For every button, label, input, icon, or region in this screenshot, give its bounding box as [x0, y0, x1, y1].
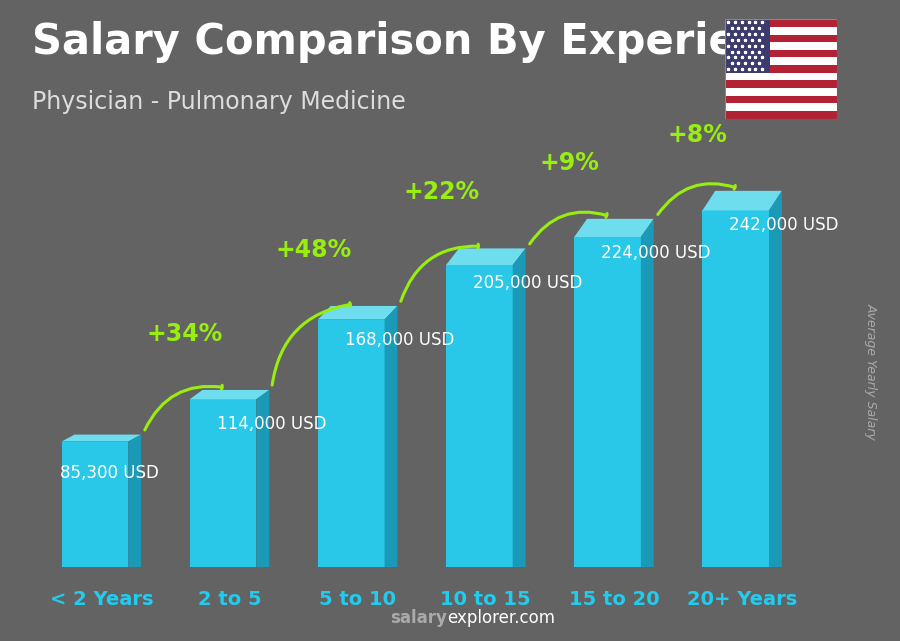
- Bar: [724, 96, 837, 103]
- Text: explorer.com: explorer.com: [447, 609, 555, 627]
- Polygon shape: [318, 320, 384, 567]
- Text: 205,000 USD: 205,000 USD: [473, 274, 582, 292]
- Bar: [724, 111, 837, 119]
- Polygon shape: [61, 435, 141, 442]
- Text: 5 to 10: 5 to 10: [320, 590, 396, 610]
- Text: 224,000 USD: 224,000 USD: [601, 244, 711, 262]
- Text: 242,000 USD: 242,000 USD: [729, 216, 839, 234]
- Bar: [724, 19, 770, 72]
- Text: 85,300 USD: 85,300 USD: [60, 464, 159, 482]
- Text: 10 to 15: 10 to 15: [440, 590, 531, 610]
- Bar: [724, 103, 837, 111]
- Bar: [724, 35, 837, 42]
- Text: Salary Comparison By Experience: Salary Comparison By Experience: [32, 21, 819, 63]
- Polygon shape: [641, 219, 653, 567]
- Polygon shape: [128, 435, 141, 567]
- Text: +8%: +8%: [668, 122, 727, 147]
- Bar: [724, 88, 837, 96]
- Text: 2 to 5: 2 to 5: [198, 590, 261, 610]
- Text: 114,000 USD: 114,000 USD: [217, 415, 326, 433]
- Text: < 2 Years: < 2 Years: [50, 590, 153, 610]
- Polygon shape: [574, 219, 653, 237]
- Text: +48%: +48%: [275, 238, 351, 262]
- Polygon shape: [574, 237, 641, 567]
- Polygon shape: [256, 390, 269, 567]
- Polygon shape: [769, 191, 782, 567]
- Text: 15 to 20: 15 to 20: [569, 590, 660, 610]
- Text: 168,000 USD: 168,000 USD: [345, 331, 454, 349]
- Bar: [724, 58, 837, 65]
- Bar: [724, 50, 837, 58]
- Polygon shape: [446, 265, 513, 567]
- Bar: [724, 80, 837, 88]
- Polygon shape: [190, 399, 256, 567]
- Text: 20+ Years: 20+ Years: [687, 590, 797, 610]
- Text: +22%: +22%: [403, 180, 480, 204]
- Polygon shape: [61, 442, 128, 567]
- Text: Average Yearly Salary: Average Yearly Salary: [865, 303, 878, 440]
- Text: +34%: +34%: [147, 322, 223, 345]
- Text: salary: salary: [391, 609, 447, 627]
- Polygon shape: [702, 191, 782, 210]
- Polygon shape: [318, 306, 398, 320]
- Bar: [724, 42, 837, 50]
- Polygon shape: [384, 306, 398, 567]
- Polygon shape: [446, 249, 526, 265]
- Text: Physician - Pulmonary Medicine: Physician - Pulmonary Medicine: [32, 90, 405, 115]
- Bar: [724, 19, 837, 27]
- Polygon shape: [702, 210, 769, 567]
- Polygon shape: [190, 390, 269, 399]
- Bar: [724, 72, 837, 80]
- Text: +9%: +9%: [540, 151, 599, 174]
- Bar: [724, 27, 837, 35]
- Polygon shape: [513, 249, 526, 567]
- Bar: [724, 65, 837, 72]
